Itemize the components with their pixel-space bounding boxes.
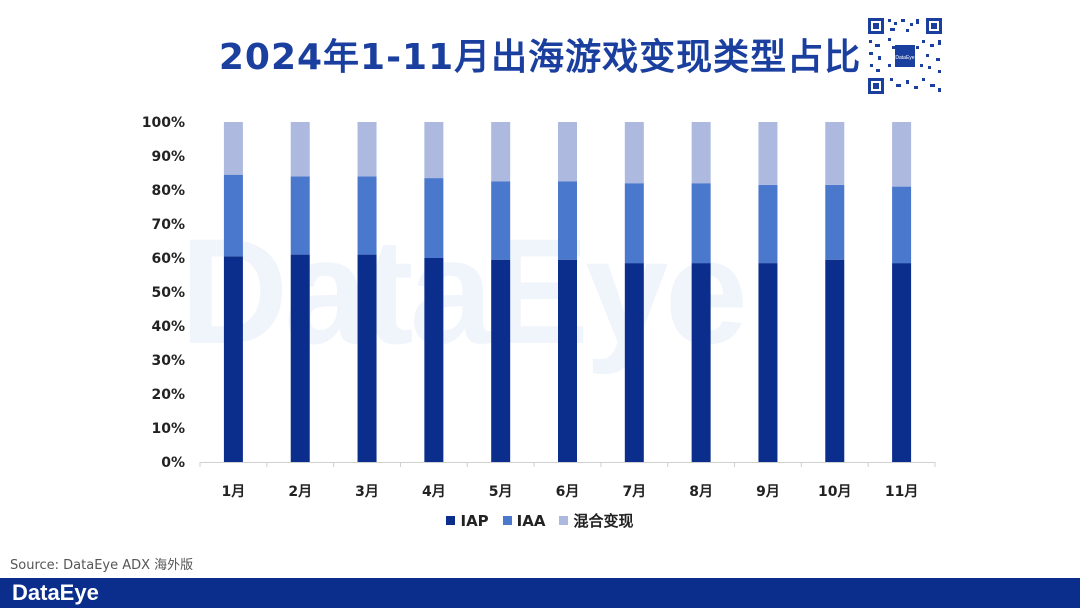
bar-segment-IAA	[825, 184, 845, 260]
y-tick-label: 90%	[151, 149, 185, 165]
bar-segment-IAP	[758, 263, 778, 462]
y-tick-label: 80%	[151, 183, 185, 199]
footer-bar: DataEye	[0, 578, 1080, 608]
qr-code-icon: DataEye	[866, 16, 944, 96]
x-tick-label: 8月	[689, 484, 713, 500]
bar-segment-IAP	[691, 263, 711, 462]
y-tick-label: 20%	[151, 387, 185, 403]
y-axis: 0% 10% 20% 30% 40% 50% 60% 70% 80% 90% 100%	[142, 115, 185, 471]
x-tick-label: 6月	[556, 484, 580, 500]
y-tick-label: 0%	[161, 455, 185, 471]
watermark-text: DataEye	[180, 207, 748, 375]
bar-segment-混合变现	[357, 122, 377, 177]
y-tick-label: 70%	[151, 217, 185, 233]
bar-segment-IAA	[223, 174, 243, 257]
chart-title: 2024年1-11月出海游戏变现类型占比	[218, 37, 862, 78]
bar-segment-IAP	[357, 254, 377, 462]
bar-segment-混合变现	[758, 122, 778, 185]
bar-segment-IAP	[892, 263, 912, 462]
chart-legend: IAP IAA 混合变现	[0, 510, 1080, 531]
bar-segment-IAP	[223, 256, 243, 462]
source-note: Source: DataEye ADX 海外版	[10, 558, 194, 573]
footer-logo: DataEye	[12, 580, 99, 605]
bar-segment-IAA	[558, 181, 577, 260]
x-tick-label: 2月	[288, 484, 312, 500]
legend-item-iap: IAP	[446, 510, 489, 531]
bar-segment-IAA	[691, 183, 711, 264]
legend-swatch-iaa	[502, 516, 512, 525]
y-tick-label: 60%	[151, 251, 185, 267]
bar-segment-混合变现	[290, 122, 310, 177]
bar-segment-IAP	[491, 259, 511, 462]
y-tick-label: 30%	[151, 353, 185, 369]
y-tick-label: 10%	[151, 421, 185, 437]
legend-item-iaa: IAA	[502, 510, 546, 531]
bar-segment-IAP	[558, 259, 577, 462]
legend-swatch-iap	[446, 516, 456, 525]
bar-segment-混合变现	[691, 122, 711, 184]
bar-segment-混合变现	[558, 122, 577, 182]
x-tick-label: 11月	[885, 484, 918, 500]
legend-item-hybrid: 混合变现	[559, 510, 634, 531]
legend-label-iaa: IAA	[516, 511, 546, 530]
bar-segment-混合变现	[825, 122, 845, 185]
y-tick-label: 100%	[142, 115, 185, 131]
bar-segment-混合变现	[223, 122, 243, 175]
bar-segment-IAA	[892, 186, 912, 264]
bar-segment-混合变现	[424, 122, 444, 179]
bar-segment-混合变现	[491, 122, 511, 182]
bar-segment-IAP	[424, 258, 444, 462]
bar-segment-IAA	[491, 181, 511, 260]
bar-segment-IAP	[825, 259, 845, 462]
bars-group	[223, 122, 912, 462]
y-tick-label: 40%	[151, 319, 185, 335]
bar-segment-IAA	[758, 184, 778, 264]
x-tick-label: 7月	[622, 484, 646, 500]
bar-segment-混合变现	[892, 122, 912, 187]
stacked-bar-chart: 0% 10% 20% 30% 40% 50% 60% 70% 80% 90% 100% 1月 2月 3月…	[142, 115, 936, 500]
qr-logo-label: DataEye	[895, 55, 914, 61]
bar-segment-IAA	[424, 178, 444, 258]
bar-segment-IAA	[290, 176, 310, 255]
x-tick-label: 10月	[818, 484, 851, 500]
bar-segment-IAA	[357, 176, 377, 255]
bar-segment-IAP	[624, 263, 644, 462]
bar-segment-IAA	[624, 183, 644, 264]
legend-swatch-hybrid	[559, 516, 569, 525]
x-tick-label: 4月	[422, 484, 446, 500]
x-tick-label: 9月	[756, 484, 780, 500]
x-axis: 1月 2月 3月 4月 5月 6月 7月 8月 9月 10月 11月	[199, 462, 936, 500]
legend-label-iap: IAP	[460, 511, 489, 530]
bar-segment-IAP	[290, 254, 310, 462]
x-tick-label: 1月	[222, 484, 246, 500]
x-tick-label: 5月	[489, 484, 513, 500]
y-tick-label: 50%	[151, 285, 185, 301]
legend-label-hybrid: 混合变现	[573, 512, 634, 530]
bar-segment-混合变现	[624, 122, 644, 184]
x-tick-label: 3月	[355, 484, 379, 500]
